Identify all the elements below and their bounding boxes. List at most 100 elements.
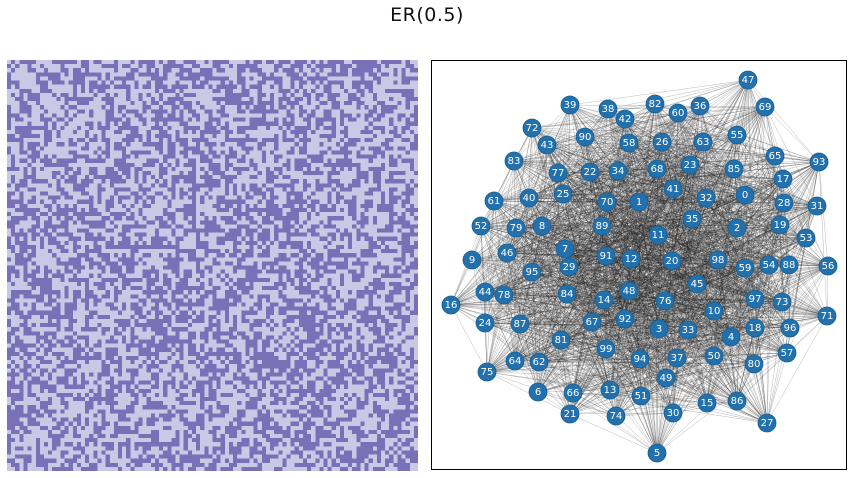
graph-edge (484, 293, 568, 324)
graph-node-label: 15 (701, 398, 714, 409)
graph-node-label: 40 (523, 193, 536, 204)
graph-node-label: 76 (659, 296, 672, 307)
graph-edge (736, 134, 785, 204)
graph-edge (706, 224, 781, 404)
graph-edge (484, 205, 818, 293)
graph-edge (589, 141, 663, 173)
graph-edge (657, 224, 781, 236)
graph-edge (591, 224, 781, 323)
graph-edge (503, 225, 543, 296)
graph-edge (605, 79, 749, 350)
graph-node-25: 25 (553, 184, 573, 204)
graph-edge (519, 225, 603, 325)
graph-edge (531, 271, 732, 338)
graph-edge (664, 237, 807, 302)
graph-edge (630, 258, 828, 317)
graph-edge (560, 161, 820, 341)
graph-edge (702, 141, 746, 196)
graph-edge (672, 168, 735, 414)
graph-node-label: 79 (510, 223, 523, 234)
graph-edge (562, 108, 609, 195)
graph-edge (569, 104, 626, 120)
graph-edge (515, 227, 715, 312)
graph-edge (486, 248, 566, 373)
graph-edge (531, 112, 679, 129)
graph-edge (615, 202, 785, 417)
graph-edge (471, 197, 530, 261)
graph-edge (656, 168, 667, 379)
graph-edge (515, 227, 574, 394)
graph-edge (584, 136, 746, 269)
graph-edge (624, 118, 746, 196)
graph-edge (624, 118, 732, 338)
graph-edge (747, 79, 770, 266)
graph-edge (605, 255, 658, 454)
graph-edge (514, 201, 640, 362)
graph-edge (705, 197, 738, 402)
graph-node-2: 2 (727, 218, 747, 238)
graph-edge (628, 218, 693, 292)
graph-edge (566, 202, 785, 295)
graph-edge (514, 259, 719, 362)
graph-edge (615, 357, 678, 417)
graph-edge (564, 201, 608, 250)
graph-node-78: 78 (494, 285, 514, 305)
graph-edge (557, 172, 783, 303)
graph-edge (656, 352, 788, 454)
graph-node-label: 26 (656, 137, 669, 148)
graph-edge (768, 264, 829, 267)
graph-edge (513, 160, 658, 454)
graph-node-label: 66 (567, 388, 580, 399)
graph-node-83: 83 (504, 151, 524, 171)
graph-edge (661, 141, 820, 163)
graph-edge (630, 258, 755, 365)
graph-edge (615, 168, 735, 417)
graph-node-23: 23 (680, 155, 700, 175)
graph-edge (519, 164, 691, 325)
graph-edge (450, 304, 715, 312)
graph-edge (584, 136, 666, 302)
graph-edge (531, 127, 755, 365)
graph-edge (605, 348, 708, 404)
graph-edge (480, 225, 630, 292)
graph-edge (566, 293, 738, 402)
graph-edge (515, 227, 689, 331)
graph-edge (624, 155, 776, 320)
graph-edge (628, 142, 660, 330)
graph-edge (537, 348, 607, 393)
graph-edge (566, 155, 776, 295)
graph-node-label: 39 (564, 100, 577, 111)
graph-edge (630, 197, 707, 260)
graph-edge (606, 201, 641, 360)
graph-edge (691, 218, 755, 365)
graph-edge (676, 205, 818, 359)
graph-edge (484, 260, 673, 293)
graph-edge (639, 358, 738, 402)
graph-edge (624, 234, 659, 320)
graph-edge (672, 188, 698, 285)
graph-edge (654, 79, 749, 105)
graph-edge (513, 160, 783, 303)
graph-edge (562, 193, 658, 454)
graph-edge (531, 271, 540, 363)
graph-node-88: 88 (779, 255, 799, 275)
graph-edge (503, 237, 807, 296)
graph-edge (603, 299, 658, 454)
graph-edge (691, 218, 807, 239)
graph-edge (513, 160, 756, 329)
graph-node-label: 65 (769, 151, 782, 162)
graph-edge (569, 201, 608, 415)
graph-edge (713, 355, 768, 424)
graph-edge (753, 363, 768, 424)
graph-node-label: 61 (488, 196, 501, 207)
graph-edge (628, 105, 701, 292)
graph-edge (706, 202, 785, 404)
graph-edge (672, 188, 708, 404)
graph-node-label: 58 (623, 138, 636, 149)
graph-edge (605, 264, 770, 350)
graph-edge (628, 142, 755, 365)
graph-edge (656, 168, 829, 267)
graph-edge (471, 225, 603, 261)
graph-edge (658, 267, 746, 330)
graph-edge (696, 168, 735, 285)
